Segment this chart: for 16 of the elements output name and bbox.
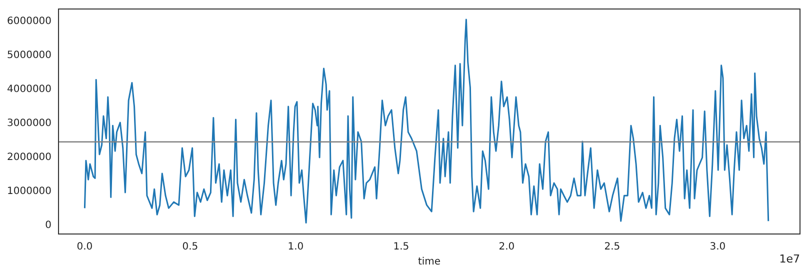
y-tick-label: 4000000 [6, 84, 52, 95]
x-tick-label: 3.0 [710, 242, 726, 253]
x-tick-label: 0.5 [182, 242, 198, 253]
x-tick-label: 2.0 [498, 242, 515, 253]
y-tick-label: 3000000 [6, 118, 52, 129]
x-tick-label: 2.5 [604, 242, 620, 253]
y-tick-label: 5000000 [6, 50, 52, 61]
text: 1e7 [779, 252, 800, 266]
x-tick-label: 1.0 [288, 242, 304, 253]
x-tick-label: 0.0 [76, 242, 93, 253]
x-tick-label: 1.5 [393, 242, 410, 253]
x-axis-title: time [418, 256, 441, 268]
y-tick-label: 6000000 [6, 16, 52, 27]
y-tick-label: 1000000 [6, 186, 52, 197]
y-tick-label: 2000000 [6, 152, 52, 163]
y-tick-label: 0 [45, 220, 52, 231]
